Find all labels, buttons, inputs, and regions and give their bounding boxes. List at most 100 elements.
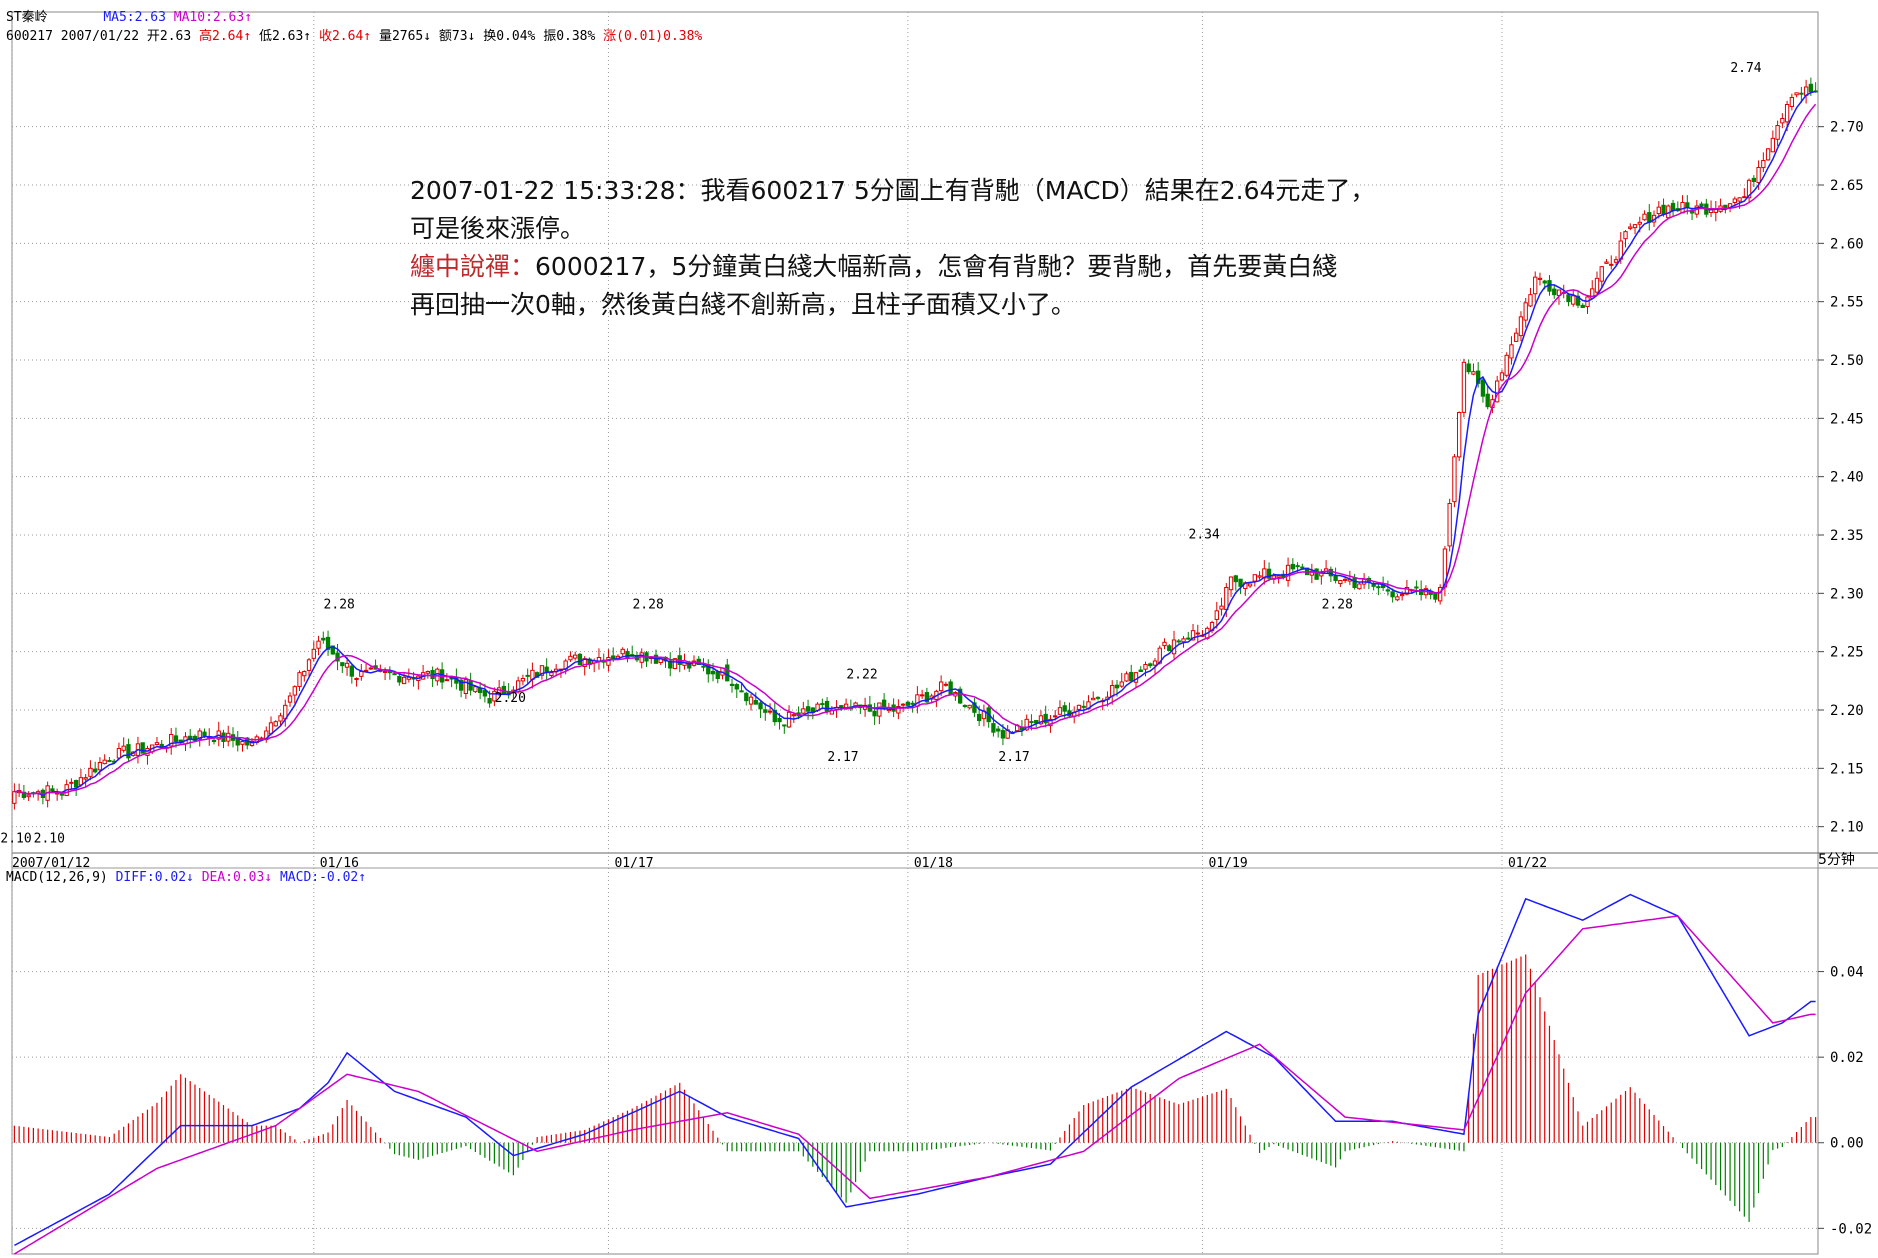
candle-body bbox=[1765, 148, 1771, 161]
candle-body bbox=[729, 683, 735, 686]
price-extreme-label: 2.28 bbox=[632, 598, 663, 613]
candle-body bbox=[763, 709, 768, 713]
candle-body bbox=[1404, 587, 1410, 595]
candle-body bbox=[368, 667, 373, 670]
candle-body bbox=[425, 671, 431, 674]
candle-body bbox=[900, 703, 906, 706]
candle-body bbox=[1761, 160, 1766, 169]
candle-body bbox=[1295, 565, 1300, 568]
candle-body bbox=[97, 762, 103, 771]
candle-body bbox=[611, 655, 616, 660]
candle-body bbox=[287, 695, 293, 703]
candle-body bbox=[444, 679, 450, 682]
candle-body bbox=[1190, 630, 1196, 641]
candle-body bbox=[520, 678, 526, 682]
candle-body bbox=[202, 731, 207, 737]
candle-body bbox=[1656, 206, 1661, 215]
price-extreme-label: 2.74 bbox=[1730, 61, 1761, 76]
candle-body bbox=[1376, 586, 1381, 589]
candle-body bbox=[568, 655, 573, 661]
candle-body bbox=[1742, 196, 1747, 199]
candle-body bbox=[1770, 137, 1776, 153]
candle-body bbox=[240, 741, 245, 745]
price-extreme-label: 2.10 bbox=[34, 832, 65, 847]
price-tick-label: 2.55 bbox=[1830, 295, 1864, 311]
candle-body bbox=[1580, 304, 1585, 309]
candle-body bbox=[12, 791, 17, 804]
candle-body bbox=[748, 696, 754, 705]
candle-body bbox=[801, 708, 806, 714]
candle-body bbox=[306, 659, 312, 671]
candle-body bbox=[349, 665, 354, 677]
price-extreme-label: 2.28 bbox=[1322, 598, 1353, 613]
candle-body bbox=[725, 664, 730, 682]
candle-body bbox=[1713, 209, 1718, 213]
candle-body bbox=[1504, 354, 1509, 376]
candle-body bbox=[292, 686, 297, 696]
candle-body bbox=[26, 794, 31, 798]
candle-body bbox=[145, 748, 150, 756]
price-extreme-label: 2.17 bbox=[827, 750, 858, 765]
candle-body bbox=[1566, 294, 1571, 303]
candle-body bbox=[1181, 638, 1186, 643]
annotation-line-2: 可是後來漲停。 bbox=[410, 214, 586, 243]
candle-body bbox=[1480, 379, 1486, 397]
candle-body bbox=[1542, 280, 1547, 284]
candle-body bbox=[487, 698, 492, 704]
candle-body bbox=[1661, 204, 1666, 215]
candle-body bbox=[1385, 589, 1391, 592]
candle-body bbox=[872, 710, 877, 717]
date-label: 01/19 bbox=[1209, 856, 1248, 871]
candle-body bbox=[1091, 697, 1096, 701]
candle-body bbox=[1632, 224, 1638, 229]
candle-body bbox=[69, 781, 74, 784]
candle-body bbox=[1257, 575, 1262, 578]
candle-body bbox=[1148, 663, 1153, 667]
candle-body bbox=[330, 645, 335, 655]
candle-body bbox=[1642, 213, 1647, 221]
ma10-readout: MA10:2.63↑ bbox=[173, 10, 253, 25]
candle-body bbox=[325, 636, 331, 650]
candle-body bbox=[1371, 583, 1376, 587]
candle-body bbox=[482, 690, 488, 697]
candle-body bbox=[88, 767, 93, 777]
candle-body bbox=[805, 706, 811, 712]
price-tick-label: 2.20 bbox=[1830, 703, 1864, 719]
price-tick-label: 2.70 bbox=[1830, 120, 1864, 136]
candle-body bbox=[1775, 125, 1780, 140]
candle-body bbox=[1628, 226, 1633, 229]
candle-body bbox=[1176, 640, 1181, 643]
candle-body bbox=[1247, 583, 1253, 587]
macd-readout: MACD:-0.02↑ bbox=[279, 870, 367, 885]
macd-tick-label: -0.02 bbox=[1830, 1221, 1872, 1237]
candle-body bbox=[73, 779, 79, 788]
candle-body bbox=[577, 653, 583, 666]
candle-body bbox=[401, 676, 407, 685]
candle-body bbox=[1794, 92, 1799, 96]
candle-body bbox=[1395, 596, 1400, 601]
candle-body bbox=[967, 704, 972, 709]
dea-line bbox=[14, 915, 1816, 1255]
candle-body bbox=[710, 670, 716, 675]
candle-body bbox=[458, 679, 464, 691]
candle-body bbox=[1081, 705, 1086, 708]
candle-body bbox=[1328, 568, 1334, 577]
candle-body bbox=[1609, 263, 1614, 266]
chart-labels: 2.10 2.10 2.28 2.20 2.28 2.22 2.17 2.17 2.34 2.28… bbox=[0, 61, 1761, 847]
candle-body bbox=[1732, 198, 1737, 203]
price-tick-label: 2.40 bbox=[1830, 470, 1864, 486]
candle-body bbox=[1342, 578, 1348, 581]
candle-body bbox=[154, 742, 160, 746]
candle-body bbox=[321, 637, 326, 641]
price-tick-label: 2.65 bbox=[1830, 178, 1864, 194]
candle-body bbox=[492, 690, 497, 702]
candle-body bbox=[463, 679, 469, 694]
candle-body bbox=[197, 730, 202, 740]
price-tick-label: 2.30 bbox=[1830, 586, 1864, 602]
date-label: 2007/01/12 bbox=[12, 856, 90, 871]
candle-body bbox=[93, 768, 98, 773]
candle-body bbox=[173, 735, 179, 742]
candle-body bbox=[1533, 276, 1538, 295]
candle-body bbox=[1138, 669, 1143, 673]
candle-body bbox=[1552, 288, 1557, 296]
